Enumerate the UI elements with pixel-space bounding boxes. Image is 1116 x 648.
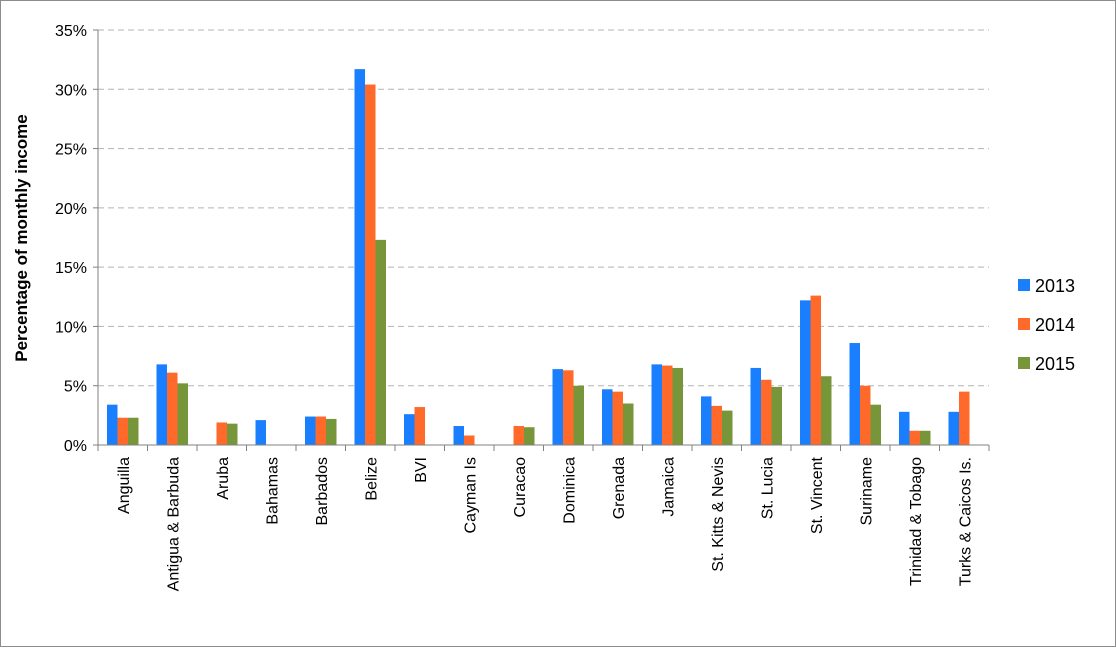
bar-2015	[821, 376, 832, 445]
x-tick-label: Antigua & Barbuda	[165, 457, 182, 591]
bar-2015	[870, 404, 881, 445]
bar-2015	[524, 427, 535, 445]
bar-2013	[107, 404, 118, 445]
bar-2013	[156, 364, 167, 445]
bar-2015	[326, 418, 337, 445]
y-tick-label: 20%	[55, 201, 87, 218]
bar-2014	[315, 416, 326, 445]
bar-2013	[354, 69, 365, 445]
x-tick-label: Turks & Caicos Is.	[957, 457, 974, 586]
x-tick-label: St. Lucia	[759, 457, 776, 519]
x-tick-label: Anguilla	[116, 457, 133, 514]
x-tick-label: Aruba	[215, 457, 232, 500]
bar-2014	[167, 372, 178, 445]
x-tick-label: Trinidad & Tobago	[908, 457, 925, 586]
legend-swatch-2015	[1018, 357, 1030, 369]
bar-2015	[177, 383, 188, 445]
legend-label-2014: 2014	[1035, 315, 1075, 335]
bar-2014	[216, 422, 227, 445]
legend: 2013 2014 2015	[1018, 276, 1075, 374]
bar-2013	[305, 416, 316, 445]
y-tick-label: 15%	[55, 260, 87, 277]
bar-2013	[552, 369, 563, 445]
bars	[107, 69, 970, 446]
y-tick-label: 25%	[55, 142, 87, 159]
bar-2014	[365, 84, 376, 446]
bar-2014	[711, 405, 722, 445]
bar-2014	[117, 417, 128, 445]
bar-2013	[602, 389, 613, 445]
bar-2013	[651, 364, 662, 445]
x-tick-label: Curacao	[512, 457, 529, 518]
axes	[93, 29, 990, 451]
gridlines	[98, 29, 989, 387]
y-tick-label: 30%	[55, 82, 87, 99]
bar-2014	[464, 435, 475, 445]
bar-2014	[810, 295, 821, 445]
bar-2015	[573, 385, 584, 445]
bar-2013	[701, 396, 712, 445]
x-tick-labels: Anguilla Antigua & Barbuda Aruba Bahamas Bar…	[116, 456, 975, 591]
x-tick-label: Jamaica	[660, 457, 677, 517]
bar-2013	[453, 426, 464, 445]
bar-2015	[375, 239, 386, 445]
bar-2015	[771, 386, 782, 445]
y-tick-label: 10%	[55, 319, 87, 336]
y-tick-label: 35%	[55, 23, 87, 40]
bar-2013	[800, 300, 811, 445]
bar-2015	[722, 410, 733, 445]
bar-2013	[849, 343, 860, 445]
bar-2013	[404, 414, 415, 445]
bar-2014	[414, 407, 425, 445]
x-tick-label: Barbados	[314, 457, 331, 526]
y-axis-label: Percentage of monthly income	[12, 114, 31, 362]
y-tick-label: 5%	[64, 379, 87, 396]
bar-2014	[860, 385, 871, 445]
bar-2015	[128, 417, 139, 445]
bar-2014	[909, 430, 920, 445]
y-tick-labels: 0% 5% 10% 15% 20% 25% 30% 35%	[55, 23, 87, 455]
x-tick-label: St. Vincent	[809, 456, 826, 534]
x-tick-label: Cayman Is	[462, 457, 479, 533]
x-tick-label: Suriname	[858, 457, 875, 526]
bar-2014	[513, 426, 524, 445]
x-tick-label: Belize	[363, 457, 380, 501]
x-tick-label: BVI	[413, 457, 430, 483]
legend-label-2015: 2015	[1035, 354, 1075, 374]
bar-2015	[920, 430, 931, 445]
bar-2013	[948, 411, 959, 445]
bar-2014	[563, 370, 574, 445]
x-tick-label: Dominica	[561, 457, 578, 524]
bar-2015	[672, 367, 683, 445]
x-tick-label: Bahamas	[264, 457, 281, 525]
bar-2014	[662, 365, 673, 445]
bar-2013	[255, 420, 266, 445]
y-tick-label: 0%	[64, 438, 87, 455]
legend-swatch-2014	[1018, 318, 1030, 330]
legend-label-2013: 2013	[1035, 276, 1075, 296]
bar-2015	[227, 423, 238, 445]
x-tick-label: St. Kitts & Nevis	[710, 457, 727, 572]
bar-2014	[761, 379, 772, 445]
bar-2014	[612, 391, 623, 445]
bar-2015	[623, 403, 634, 445]
legend-swatch-2013	[1018, 279, 1030, 291]
bar-2013	[750, 367, 761, 445]
bar-2013	[899, 411, 910, 445]
bar-2014	[959, 391, 970, 445]
x-tick-label: Grenada	[611, 457, 628, 519]
